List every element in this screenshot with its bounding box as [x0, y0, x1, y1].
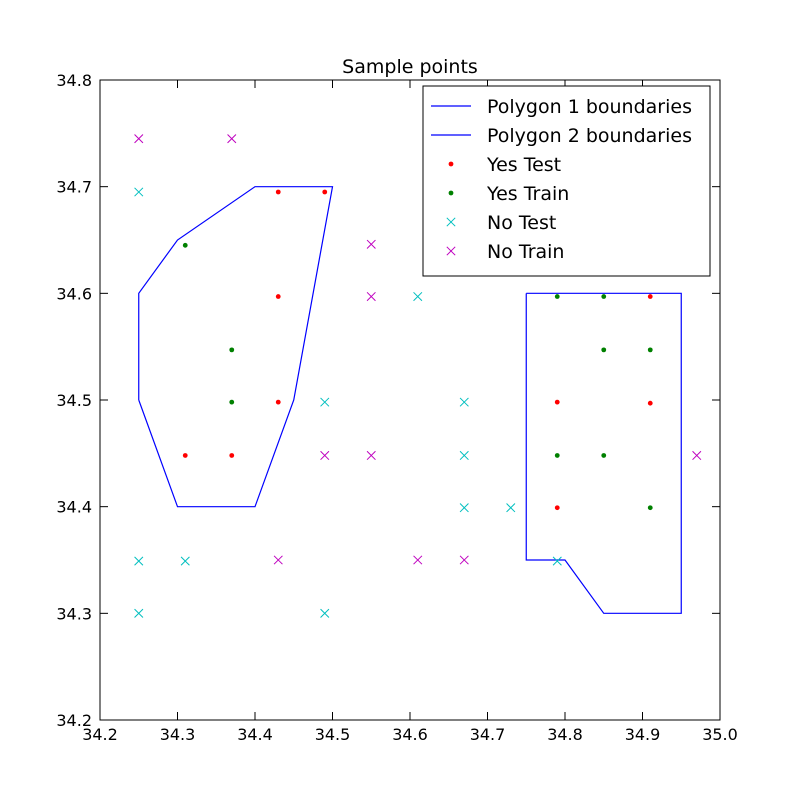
- no-train-point: [366, 291, 376, 302]
- y-tick-label: 34.6: [56, 284, 92, 303]
- x-tick-label: 34.2: [82, 725, 118, 744]
- x-tick-label: 34.7: [470, 725, 506, 744]
- chart-title: Sample points: [342, 56, 478, 78]
- no-test-point: [134, 608, 144, 618]
- series-yes-test: [182, 189, 653, 511]
- series-layer: [134, 134, 702, 618]
- series-polygon-2-boundaries: [525, 292, 682, 614]
- legend-item-no-test: No Test: [446, 212, 556, 234]
- y-tick-label: 34.4: [56, 498, 92, 517]
- no-test-point: [552, 556, 562, 566]
- series-yes-train: [182, 242, 653, 511]
- no-test-point: [134, 187, 144, 197]
- yes-train-point: [554, 294, 560, 299]
- legend-label: Yes Test: [486, 154, 561, 176]
- legend-item-yes-test: Yes Test: [448, 154, 561, 176]
- legend-item-polygon-2-boundaries: Polygon 2 boundaries: [431, 125, 692, 147]
- yes-train-point: [229, 399, 235, 405]
- yes-test-point: [275, 399, 281, 405]
- yes-test-point: [647, 400, 653, 406]
- legend-item-polygon-1-boundaries: Polygon 1 boundaries: [431, 96, 692, 118]
- yes-train-point: [554, 453, 560, 458]
- polygon-2-boundaries-line: [525, 292, 682, 614]
- yes-test-point: [275, 294, 281, 299]
- no-test-point: [506, 503, 516, 513]
- yes-train-point: [647, 505, 653, 511]
- legend-label: Polygon 2 boundaries: [487, 125, 692, 147]
- yes-train-point: [601, 347, 607, 353]
- legend: Polygon 1 boundaries Polygon 2 boundaries…: [422, 85, 711, 277]
- series-polygon-1-boundaries: [138, 186, 334, 508]
- no-train-point: [459, 555, 469, 565]
- yes-test-point: [554, 505, 560, 511]
- x-tick-label: 34.5: [315, 725, 351, 744]
- yes-train-point: [601, 294, 607, 299]
- no-test-point: [459, 503, 469, 513]
- yes-test-point: [275, 189, 281, 195]
- y-tick-label: 34.2: [56, 711, 92, 730]
- plot-frame: [99, 79, 721, 721]
- no-train-point: [366, 239, 376, 249]
- no-test-point: [459, 397, 469, 407]
- yes-test-point: [322, 189, 328, 195]
- x-tick-label: 34.6: [392, 725, 428, 744]
- legend-swatch: [446, 217, 456, 227]
- yes-test-point: [554, 399, 560, 405]
- x-tick-label: 34.9: [625, 725, 661, 744]
- series-no-train: [134, 134, 702, 565]
- no-test-point: [180, 556, 190, 566]
- axis-ticks: 34.2 34.3 34.4 34.5 34.6 34.7 34.8 34.9 35.0 34.2…: [56, 71, 737, 744]
- legend-item-yes-train: Yes Train: [448, 183, 569, 205]
- no-train-point: [227, 134, 237, 144]
- legend-item-no-train: No Train: [446, 241, 564, 263]
- x-tick-label: 34.8: [547, 725, 583, 744]
- no-train-point: [320, 450, 330, 461]
- no-train-point: [692, 450, 702, 461]
- y-tick-label: 34.8: [56, 71, 92, 90]
- legend-swatch: [448, 190, 454, 196]
- yes-train-point: [182, 242, 188, 248]
- no-train-point: [413, 555, 423, 565]
- yes-test-point: [229, 453, 235, 458]
- legend-swatch: [448, 161, 454, 167]
- legend-swatch: [446, 246, 456, 256]
- x-tick-label: 34.4: [237, 725, 273, 744]
- series-no-test: [134, 187, 562, 618]
- no-test-point: [320, 397, 330, 407]
- yes-test-point: [647, 294, 653, 299]
- y-tick-label: 34.7: [56, 178, 92, 197]
- legend-label: No Test: [487, 212, 556, 234]
- yes-test-point: [182, 453, 188, 458]
- yes-train-point: [229, 347, 235, 353]
- no-train-point: [273, 555, 283, 565]
- yes-train-point: [647, 347, 653, 353]
- no-train-point: [134, 134, 144, 144]
- no-test-point: [134, 556, 144, 566]
- yes-train-point: [601, 453, 607, 458]
- no-test-point: [320, 608, 330, 618]
- y-tick-label: 34.5: [56, 391, 92, 410]
- y-tick-label: 34.3: [56, 604, 92, 623]
- polygon-1-boundaries-line: [138, 186, 334, 508]
- no-test-point: [413, 291, 423, 302]
- no-test-point: [459, 450, 469, 461]
- legend-label: Polygon 1 boundaries: [487, 96, 692, 118]
- no-train-point: [366, 450, 376, 461]
- legend-label: No Train: [487, 241, 564, 263]
- legend-label: Yes Train: [486, 183, 569, 205]
- x-tick-label: 35.0: [702, 725, 738, 744]
- legend-box: [422, 85, 711, 277]
- x-tick-label: 34.3: [160, 725, 196, 744]
